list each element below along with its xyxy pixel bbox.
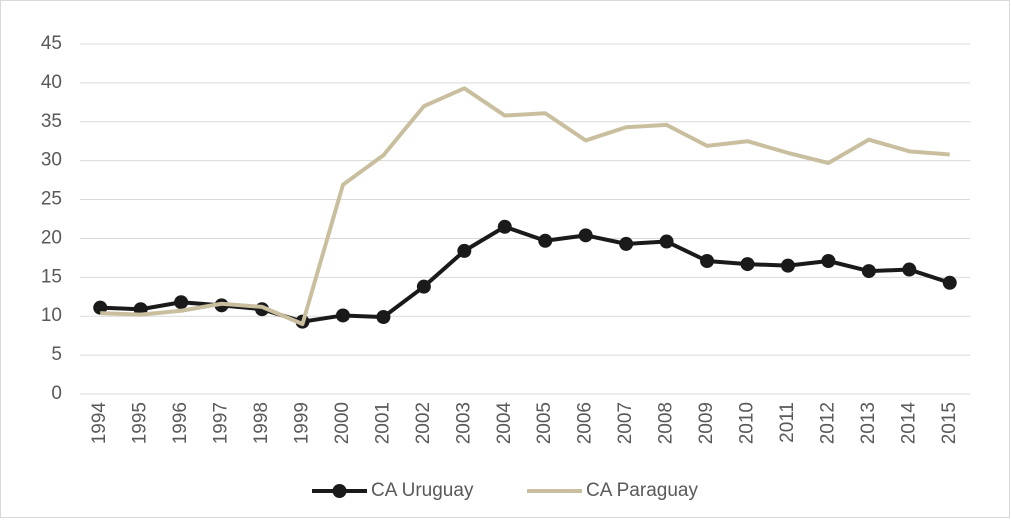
x-tick-label: 1997 (211, 402, 232, 444)
marker (538, 233, 553, 248)
marker (659, 234, 674, 249)
marker (700, 254, 715, 268)
y-tick-label: 5 (51, 344, 62, 365)
x-tick-label: 1995 (130, 402, 151, 444)
y-tick-label: 35 (41, 111, 62, 132)
y-tick-label: 20 (41, 227, 62, 248)
marker (942, 275, 957, 290)
marker (578, 228, 593, 243)
marker (740, 257, 755, 272)
x-tick-label: 2001 (372, 402, 393, 444)
legend-label: CA Uruguay (371, 480, 474, 501)
y-tick-label: 40 (41, 72, 62, 93)
y-tick-label: 30 (41, 150, 62, 171)
marker (416, 279, 431, 294)
marker (861, 264, 876, 279)
x-tick-label: 2003 (453, 402, 474, 444)
marker (93, 300, 108, 315)
x-tick-label: 2002 (413, 402, 434, 444)
y-tick-label: 45 (41, 33, 62, 54)
y-tick-label: 10 (41, 305, 62, 326)
x-tick-label: 2008 (656, 402, 677, 444)
legend-marker (332, 484, 347, 498)
marker (457, 243, 472, 258)
x-tick-label: 2012 (817, 402, 838, 444)
x-tick-label: 2014 (898, 402, 919, 445)
x-tick-label: 1996 (170, 402, 191, 444)
marker (902, 262, 917, 277)
x-tick-label: 2011 (777, 402, 798, 443)
series-line (100, 86, 950, 326)
marker (780, 258, 795, 273)
marker (619, 236, 634, 251)
x-tick-label: 1994 (89, 402, 110, 445)
x-tick-label: 2007 (615, 402, 636, 444)
legend-label: CA Paraguay (586, 480, 698, 501)
x-tick-label: 1999 (292, 402, 313, 444)
x-tick-label: 2000 (332, 402, 353, 444)
x-tick-label: 2015 (939, 402, 960, 444)
y-tick-label: 15 (41, 266, 62, 287)
x-tick-label: 1998 (251, 402, 272, 444)
x-tick-label: 2009 (696, 402, 717, 444)
x-tick-label: 2004 (494, 402, 515, 445)
marker (376, 310, 391, 324)
marker (335, 308, 350, 323)
marker (821, 254, 836, 268)
marker (174, 295, 189, 310)
x-tick-label: 2010 (737, 402, 758, 444)
marker (497, 219, 512, 234)
x-tick-label: 2013 (858, 402, 879, 444)
y-tick-label: 25 (41, 189, 62, 210)
x-tick-label: 2005 (534, 402, 555, 444)
y-tick-label: 0 (51, 383, 62, 404)
x-tick-label: 2006 (575, 402, 596, 444)
